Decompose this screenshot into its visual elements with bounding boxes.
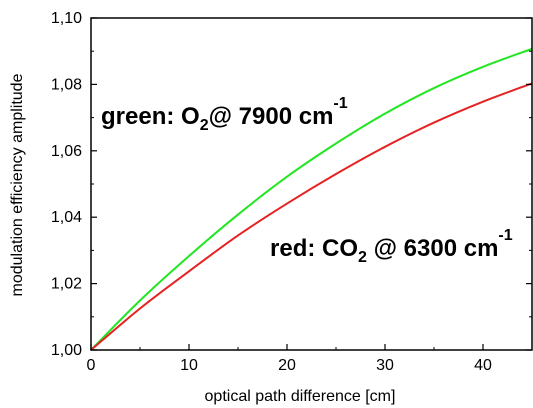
green-series-line bbox=[90, 47, 533, 351]
y-tick-label: 1,10 bbox=[51, 10, 82, 27]
y-tick-label: 1,08 bbox=[51, 76, 82, 93]
annotation-sup-text: -1 bbox=[498, 227, 512, 244]
y-tick-label: 1,04 bbox=[51, 209, 82, 226]
annotation-base-text: @ 7900 cm bbox=[209, 103, 334, 130]
annotation-sub-text: 2 bbox=[358, 249, 367, 266]
x-tick-label: 40 bbox=[474, 357, 492, 374]
x-tick-label: 30 bbox=[376, 357, 394, 374]
y-tick-label: 1,02 bbox=[51, 276, 82, 293]
red-series-annotation: red: CO2 @ 6300 cm-1 bbox=[270, 227, 513, 266]
annotation-sub-text: 2 bbox=[200, 117, 209, 134]
annotation-sup-text: -1 bbox=[333, 95, 347, 112]
plot-frame bbox=[90, 17, 533, 351]
y-tick-label: 1,06 bbox=[51, 143, 82, 160]
ticks-layer bbox=[90, 17, 532, 351]
annotation-base-text: red: CO bbox=[270, 235, 358, 262]
x-tick-label: 20 bbox=[278, 357, 296, 374]
series-layer bbox=[90, 47, 533, 351]
annotation-base-text: @ 6300 cm bbox=[367, 235, 498, 262]
green-series-annotation: green: O2@ 7900 cm-1 bbox=[101, 95, 348, 134]
y-tick-label: 1,00 bbox=[51, 342, 82, 359]
x-tick-label: 10 bbox=[180, 357, 198, 374]
x-tick-label: 0 bbox=[87, 357, 96, 374]
red-series-line bbox=[90, 82, 533, 351]
x-axis-title: optical path difference [cm] bbox=[205, 388, 396, 405]
annotation-base-text: green: O bbox=[101, 103, 200, 130]
tick-labels: 0 10 20 30 40 1,00 1,02 1,04 1,06 1,08 1,10 bbox=[51, 10, 492, 374]
y-axis-title: modulation efficiency amplitude bbox=[9, 73, 26, 296]
